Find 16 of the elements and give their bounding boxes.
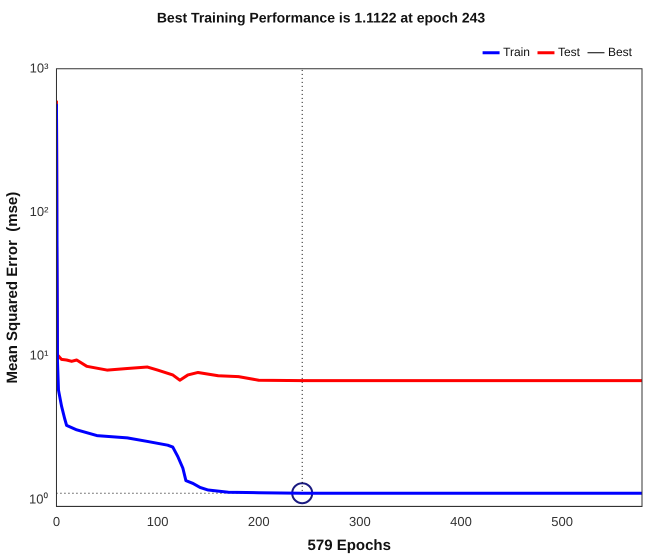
legend-label: Best <box>608 45 633 60</box>
x-tick-label: 500 <box>551 514 573 529</box>
x-tick-label: 100 <box>146 514 168 529</box>
y-tick-label: 10³ <box>30 60 50 76</box>
x-tick-label: 200 <box>248 514 270 529</box>
y-tick-label: 10² <box>30 204 50 220</box>
y-tick-label: 10¹ <box>30 348 50 363</box>
chart-title: Best Training Performance is 1.1122 at epoch 243 <box>156 9 486 26</box>
legend-label: Test <box>558 45 581 60</box>
x-tick-label: 0 <box>52 514 60 529</box>
x-tick-label: 300 <box>348 514 371 529</box>
x-axis-title: 579 Epochs <box>308 537 391 554</box>
y-axis-title: Mean Squared Error (mse) <box>4 192 22 384</box>
y-tick-label: 10⁰ <box>28 491 48 506</box>
x-tick-label: 400 <box>450 514 472 529</box>
legend-label: Train <box>503 45 530 60</box>
